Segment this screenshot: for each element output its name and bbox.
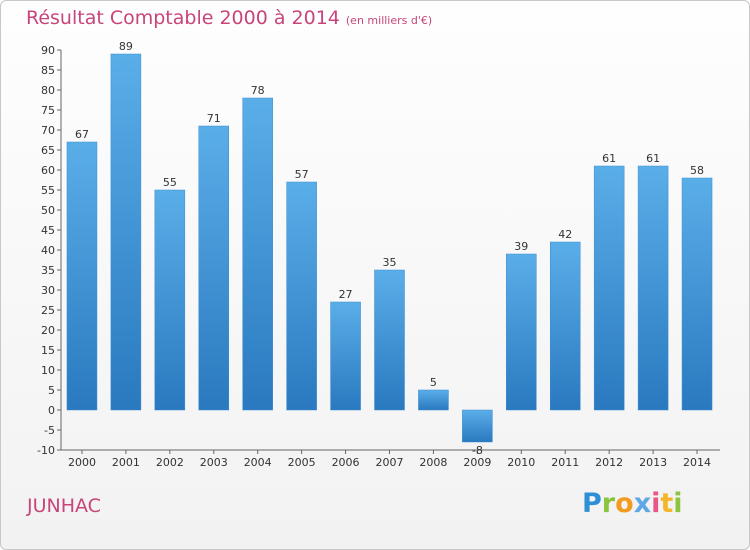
bar-2003 <box>198 125 230 411</box>
bar-2009 <box>462 409 493 443</box>
x-tick-label: 2003 <box>200 456 228 469</box>
x-tick-label: 2009 <box>463 456 491 469</box>
bar-2005 <box>286 181 317 411</box>
y-tick-label: 50 <box>41 204 55 217</box>
y-tick-label: 20 <box>41 324 55 337</box>
y-tick-label: 65 <box>41 144 55 157</box>
x-tick-label: 2010 <box>507 456 535 469</box>
bar-2008 <box>418 389 449 411</box>
x-tick-label: 2014 <box>683 456 711 469</box>
x-tick-label: 2011 <box>551 456 579 469</box>
chart-value-labels: 67 89 55 71 78 57 27 35 5 -8 39 42 61 61 58 <box>75 40 704 457</box>
bar-2010 <box>506 253 537 411</box>
bar-value-label: 39 <box>514 240 528 253</box>
bar-2007 <box>374 269 405 411</box>
chart-title-text: Résultat Comptable 2000 à 2014 <box>26 7 340 29</box>
bar-value-label: 89 <box>119 40 133 53</box>
proxiti-logo: Proxiti <box>582 488 683 519</box>
y-tick-label: 70 <box>41 124 55 137</box>
y-tick-label: 80 <box>41 84 55 97</box>
y-tick-label: 15 <box>41 344 55 357</box>
bar-value-label: 78 <box>251 84 265 97</box>
chart-axes: -10 -5 0 5 10 15 20 25 30 35 40 45 50 55 60 65 70 75 80 85 9… <box>37 44 720 469</box>
bar-value-label: 58 <box>690 164 704 177</box>
bar-value-label: 5 <box>430 376 437 389</box>
logo-letter: x <box>633 488 652 519</box>
logo-letter: o <box>615 488 634 519</box>
x-tick-label: 2013 <box>639 456 667 469</box>
bar-value-label: 61 <box>646 152 660 165</box>
y-tick-label: 35 <box>41 264 55 277</box>
logo-letter: i <box>651 488 661 519</box>
bar-2013 <box>637 165 669 411</box>
logo-letter: P <box>582 488 602 519</box>
logo-letter: t <box>660 488 674 519</box>
x-tick-label: 2002 <box>156 456 184 469</box>
y-tick-label: 45 <box>41 224 55 237</box>
chart-bars <box>66 53 713 443</box>
bar-2012 <box>593 165 625 411</box>
y-tick-label: 60 <box>41 164 55 177</box>
y-tick-label: 85 <box>41 64 55 77</box>
bar-value-label: 67 <box>75 128 89 141</box>
y-tick-label: 25 <box>41 304 55 317</box>
y-tick-label: 55 <box>41 184 55 197</box>
logo-letter: i <box>673 488 683 519</box>
y-tick-label: 40 <box>41 244 55 257</box>
y-tick-label: 90 <box>41 44 55 57</box>
y-tick-label: 5 <box>48 384 55 397</box>
x-tick-label: 2008 <box>419 456 447 469</box>
y-tick-label: 10 <box>41 364 55 377</box>
bar-value-label: 42 <box>558 228 572 241</box>
x-tick-label: 2007 <box>376 456 404 469</box>
bar-2011 <box>549 241 581 411</box>
x-tick-label: 2004 <box>244 456 272 469</box>
bar-value-label: 27 <box>339 288 353 301</box>
bar-value-label: 61 <box>602 152 616 165</box>
bar-value-label: 57 <box>295 168 309 181</box>
x-tick-label: 2001 <box>112 456 140 469</box>
y-tick-label: 30 <box>41 284 55 297</box>
bar-2014 <box>681 177 713 411</box>
bar-2006 <box>330 301 361 411</box>
bar-value-label: 35 <box>383 256 397 269</box>
chart-subtitle: (en milliers d'€) <box>345 14 433 27</box>
bar-2004 <box>242 97 273 411</box>
bar-value-label: 71 <box>207 112 221 125</box>
chart-title: Résultat Comptable 2000 à 2014 (en millie… <box>26 7 432 29</box>
y-tick-label: -5 <box>44 424 55 437</box>
y-tick-label: -10 <box>37 444 55 457</box>
commune-name: JUNHAC <box>27 495 101 517</box>
bar-value-label: 55 <box>163 176 177 189</box>
x-tick-label: 2005 <box>288 456 316 469</box>
y-tick-label: 75 <box>41 104 55 117</box>
bar-2000 <box>66 141 98 411</box>
logo-letter: r <box>601 488 616 519</box>
bar-value-label: -8 <box>472 444 483 457</box>
bar-2002 <box>154 189 186 411</box>
y-tick-label: 0 <box>48 404 55 417</box>
x-tick-label: 2012 <box>595 456 623 469</box>
x-tick-label: 2006 <box>332 456 360 469</box>
x-tick-label: 2000 <box>68 456 96 469</box>
bar-2001 <box>110 53 142 411</box>
